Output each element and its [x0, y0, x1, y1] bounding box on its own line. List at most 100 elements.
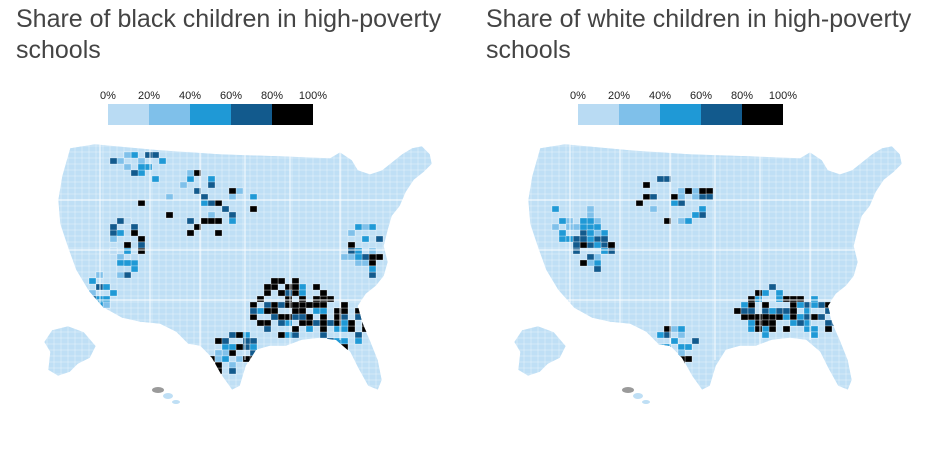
county-cell: [319, 289, 328, 297]
legend-labels: 0% 20% 40% 60% 80% 100%: [570, 90, 797, 104]
county-cell: [249, 349, 258, 357]
county-cell: [221, 355, 230, 363]
county-cell: [221, 337, 230, 345]
county-cell: [810, 331, 819, 339]
county-cell: [277, 319, 286, 327]
county-cell: [565, 223, 574, 231]
county-cell: [235, 343, 244, 351]
county-cell: [747, 301, 756, 309]
county-cell: [123, 271, 132, 279]
county-cell: [761, 319, 770, 327]
county-cell: [789, 313, 798, 321]
county-cell: [768, 325, 777, 333]
county-cell: [677, 193, 686, 201]
county-cell: [586, 217, 595, 225]
county-cell: [831, 319, 840, 327]
county-cell: [130, 229, 139, 237]
county-cell: [698, 205, 707, 213]
legend-label-60: 60%: [219, 90, 243, 102]
county-cell: [747, 319, 756, 327]
county-cell: [109, 247, 118, 255]
county-cell: [333, 313, 342, 321]
county-cell: [116, 271, 125, 279]
county-cell: [768, 307, 777, 315]
county-cell: [137, 247, 146, 255]
county-cell: [824, 319, 833, 327]
county-cell: [249, 355, 258, 363]
county-cell: [319, 295, 328, 303]
county-cell: [361, 325, 370, 333]
county-cell: [326, 295, 335, 303]
county-cell: [214, 199, 223, 207]
county-cell: [761, 325, 770, 333]
county-cell: [354, 247, 363, 255]
county-cell: [607, 247, 616, 255]
county-cell: [109, 157, 118, 165]
county-cell: [270, 301, 279, 309]
county-cell: [586, 253, 595, 261]
county-cell: [277, 301, 286, 309]
county-cell: [284, 313, 293, 321]
county-cell: [663, 217, 672, 225]
county-cell: [186, 175, 195, 183]
county-cell: [586, 211, 595, 219]
county-cell: [95, 295, 104, 303]
county-cell: [775, 295, 784, 303]
county-cell: [319, 319, 328, 327]
county-cell: [663, 331, 672, 339]
hawaii-island: [633, 393, 643, 399]
county-cell: [810, 313, 819, 321]
county-cell: [368, 223, 377, 231]
county-cell: [144, 163, 153, 171]
county-cell: [214, 367, 223, 375]
county-cell: [796, 313, 805, 321]
county-cell: [642, 181, 651, 189]
county-cell: [347, 253, 356, 261]
county-cell: [200, 193, 209, 201]
legend-bar: [578, 104, 783, 125]
county-cell: [214, 229, 223, 237]
county-cell: [207, 199, 216, 207]
county-cell: [642, 193, 651, 201]
alaska-shape: [43, 325, 97, 377]
county-cell: [186, 217, 195, 225]
county-cell: [298, 313, 307, 321]
county-cell: [158, 157, 167, 165]
legend-label-100: 100%: [768, 90, 798, 102]
county-cell: [810, 325, 819, 333]
color-legend-white: 0% 20% 40% 60% 80% 100%: [570, 90, 797, 126]
county-cell: [354, 253, 363, 261]
county-cell: [782, 325, 791, 333]
county-cell: [649, 355, 658, 363]
legend-label-20: 20%: [137, 90, 161, 102]
county-cell: [354, 307, 363, 315]
county-cell: [705, 187, 714, 195]
county-cell: [193, 223, 202, 231]
county-cell: [221, 205, 230, 213]
county-cell: [284, 289, 293, 297]
county-cell: [102, 295, 111, 303]
county-cell: [130, 223, 139, 231]
county-cell: [670, 325, 679, 333]
county-cell: [705, 193, 714, 201]
county-cell: [649, 193, 658, 201]
county-cell: [663, 175, 672, 183]
county-cell: [291, 307, 300, 315]
county-cell: [565, 235, 574, 243]
county-cell: [796, 295, 805, 303]
county-cell: [235, 355, 244, 363]
county-cell: [214, 217, 223, 225]
county-cell: [579, 217, 588, 225]
county-cell: [109, 229, 118, 237]
county-cell: [593, 235, 602, 243]
county-cell: [144, 151, 153, 159]
county-cell: [263, 289, 272, 297]
county-cell: [312, 283, 321, 291]
county-cell: [235, 187, 244, 195]
county-cell: [298, 319, 307, 327]
hawaii-island: [163, 393, 173, 399]
county-cell: [747, 325, 756, 333]
county-cell: [123, 229, 132, 237]
county-cell: [249, 301, 258, 309]
county-cell: [298, 307, 307, 315]
